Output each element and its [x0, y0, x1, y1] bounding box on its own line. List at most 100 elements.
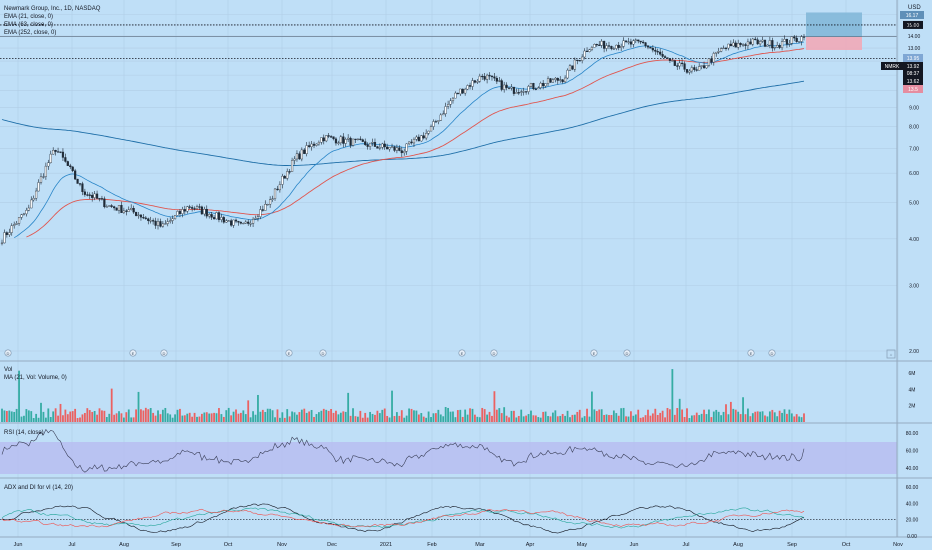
volume-bar — [354, 416, 357, 422]
candle-body — [398, 147, 401, 151]
candle-body — [64, 157, 67, 162]
volume-bar — [749, 416, 752, 422]
volume-bar — [205, 412, 208, 422]
volume-bar — [754, 411, 757, 422]
candle-body — [802, 36, 806, 38]
volume-bar — [305, 412, 308, 422]
volume-bar — [761, 411, 764, 422]
candle-body — [349, 137, 352, 146]
candle-body — [425, 133, 428, 139]
ema21-legend[interactable]: EMA (21, close, 0) — [4, 14, 53, 20]
time-tick-label: Jul — [682, 542, 689, 548]
candle-body — [105, 206, 108, 208]
rsi-tick-label: 60.00 — [906, 449, 919, 455]
volume-title[interactable]: Vol — [4, 367, 12, 373]
candle-body — [449, 100, 452, 105]
volume-bar — [5, 410, 8, 422]
volume-bar — [478, 417, 481, 422]
candle-body — [468, 85, 472, 87]
time-tick-label: Jun — [630, 542, 639, 548]
volume-bar — [366, 417, 369, 422]
scroll-to-latest-button[interactable] — [886, 349, 896, 359]
ema252-legend[interactable]: EMA (252, close, 0) — [4, 30, 56, 36]
volume-bar — [727, 414, 730, 422]
candle-body — [290, 160, 294, 172]
stop-loss-zone[interactable] — [806, 36, 862, 50]
price-tick-label: 9.00 — [909, 106, 919, 112]
volume-ma-title[interactable]: MA (21, Vol: Volume, 0) — [4, 375, 67, 381]
candle-body — [798, 41, 801, 43]
volume-bar — [235, 409, 237, 422]
volume-bar — [288, 416, 291, 422]
adx-series-path — [1, 507, 805, 529]
currency-box[interactable] — [900, 11, 924, 19]
volume-bar — [98, 408, 101, 422]
candle-body — [744, 44, 747, 46]
candle-body — [334, 138, 338, 144]
candle-body — [493, 76, 496, 79]
candle-body — [600, 40, 603, 46]
candle-body — [381, 143, 384, 148]
volume-tick-label: 2M — [909, 404, 916, 410]
candle-body — [25, 210, 28, 215]
volume-bar — [144, 407, 147, 422]
volume-bar — [642, 417, 645, 422]
volume-bar — [620, 408, 623, 422]
volume-bar — [52, 411, 55, 422]
time-tick-label: Feb — [427, 542, 436, 548]
candle-body — [339, 136, 342, 144]
candle-body — [208, 214, 211, 217]
volume-bar — [332, 412, 335, 422]
volume-bar — [254, 414, 257, 422]
volume-bar — [634, 414, 637, 422]
volume-bar — [708, 409, 710, 422]
candle-body — [712, 53, 715, 63]
volume-bar — [615, 413, 618, 422]
volume-bar — [147, 409, 150, 422]
rsi-title[interactable]: RSI (14, close) — [4, 430, 44, 436]
candle-body — [705, 65, 708, 69]
volume-bar — [357, 416, 359, 422]
volume-bar — [742, 397, 744, 422]
candle-body — [322, 137, 325, 142]
candle-body — [622, 40, 625, 47]
volume-bar — [271, 410, 274, 422]
volume-bar — [681, 409, 684, 422]
candle-body — [683, 63, 686, 70]
volume-bar — [47, 408, 50, 422]
candle-body — [595, 44, 598, 46]
candle-body — [200, 206, 203, 215]
candle-body — [678, 62, 681, 67]
event-marker — [490, 349, 498, 357]
volume-bar — [225, 410, 228, 422]
volume-bar — [612, 410, 615, 422]
candle-body — [620, 46, 623, 48]
time-axis[interactable]: Jun Jul Aug Sep Oct Nov Dec 2021 Feb Mar Apr May Jun… — [14, 542, 904, 548]
adx-title[interactable]: ADX and DI for vI (14, 20) — [4, 485, 73, 491]
volume-bar — [127, 409, 130, 422]
candle-body — [702, 65, 706, 69]
candle-body — [108, 205, 111, 207]
volume-bar — [303, 408, 306, 422]
volume-bar — [396, 412, 398, 422]
candle-body — [117, 205, 121, 211]
candle-body — [717, 51, 720, 53]
candle-body — [0, 242, 4, 244]
volume-bar — [376, 410, 379, 422]
candle-body — [644, 42, 647, 47]
time-tick-label: Sep — [787, 542, 797, 548]
ema63-legend[interactable]: EMA (63, close, 0) — [4, 22, 53, 28]
candle-body — [237, 221, 240, 223]
candle-body — [778, 45, 781, 48]
candle-body — [624, 40, 628, 42]
candle-body — [390, 146, 394, 148]
candle-body — [317, 142, 320, 145]
volume-bar — [15, 408, 18, 422]
volume-bar — [610, 415, 613, 422]
candle-body — [110, 205, 113, 207]
candle-body — [707, 58, 711, 66]
time-tick-label: Jun — [14, 542, 23, 548]
time-tick-label: 2021 — [380, 542, 392, 548]
candle-body — [571, 65, 574, 70]
